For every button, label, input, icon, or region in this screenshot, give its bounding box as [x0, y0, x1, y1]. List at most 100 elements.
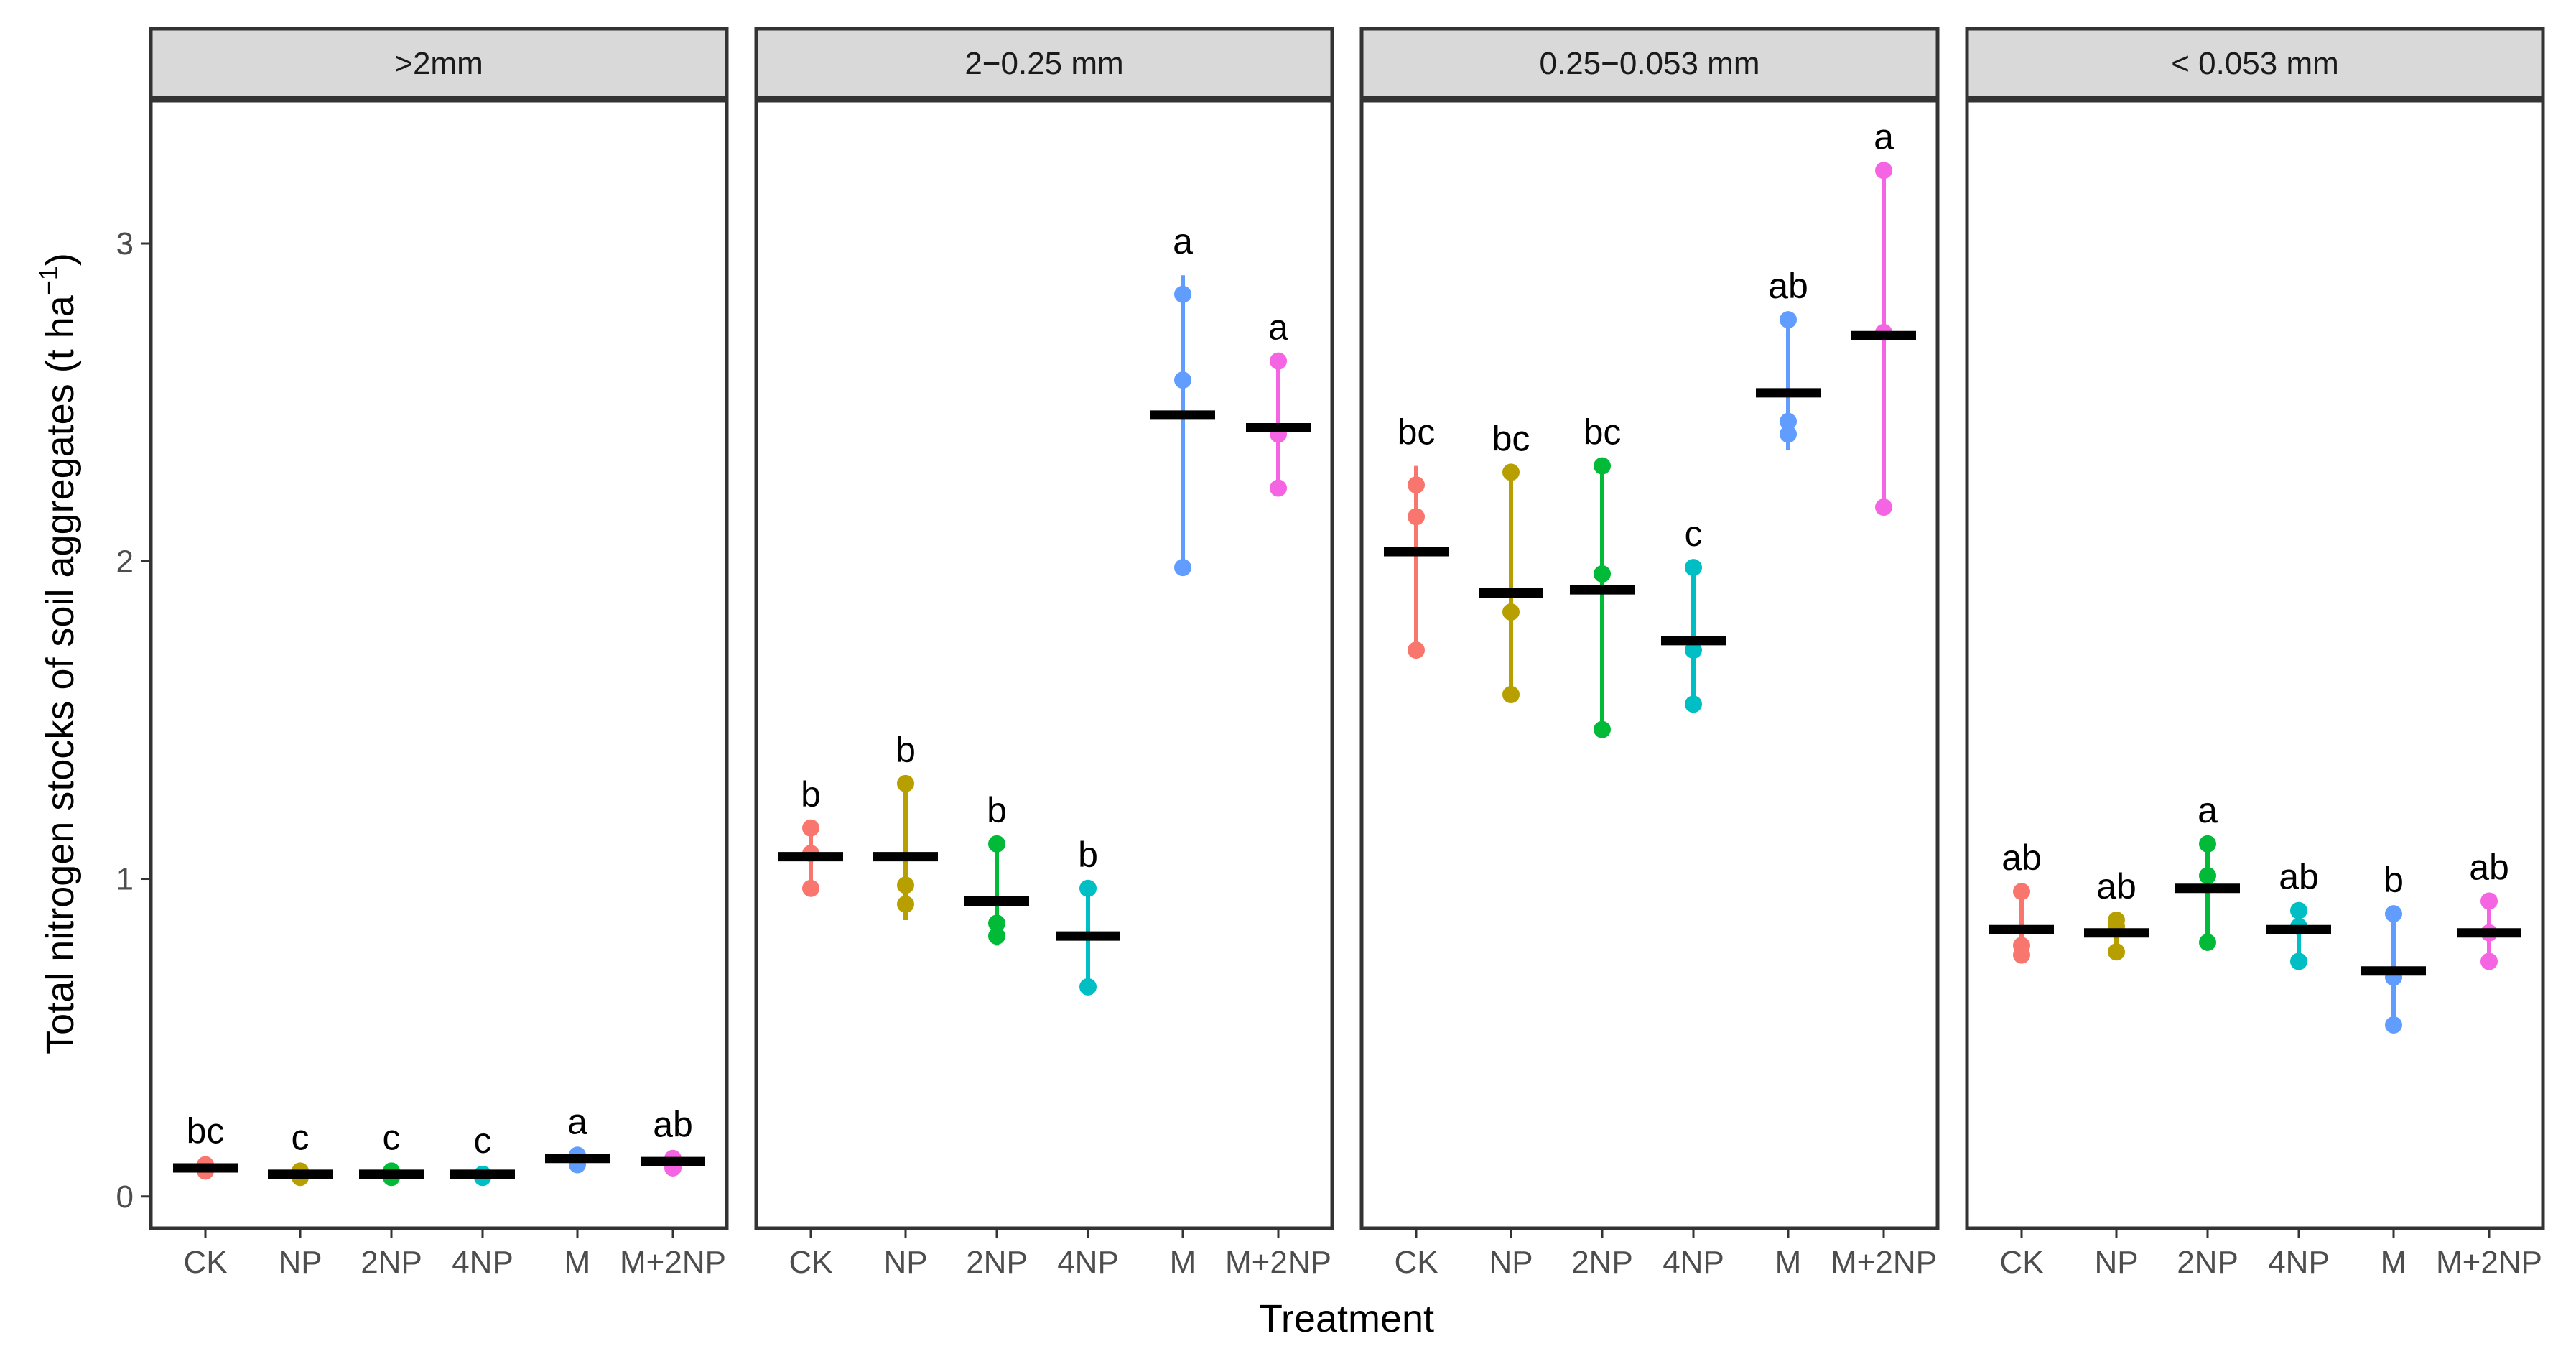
- facet-strip-label: < 0.053 mm: [2171, 46, 2339, 81]
- x-tick-label: CK: [183, 1245, 227, 1280]
- data-point: [1594, 565, 1611, 583]
- significance-label: bc: [1584, 412, 1622, 453]
- y-axis-title-superscript: −1: [34, 266, 63, 295]
- data-point: [897, 774, 914, 792]
- y-axis-title-main: Total nitrogen stocks of soil aggregates…: [39, 294, 82, 1054]
- data-point: [1685, 641, 1702, 659]
- significance-label: bc: [1398, 412, 1436, 453]
- panel-frame: [754, 98, 1334, 1230]
- x-tick-label: 4NP: [2268, 1245, 2330, 1280]
- data-point: [1502, 603, 1520, 621]
- significance-label: ab: [2001, 838, 2042, 878]
- significance-label: a: [2198, 790, 2218, 830]
- x-tick-label: M: [1170, 1245, 1196, 1280]
- data-point: [988, 927, 1005, 945]
- y-tick-label: 3: [116, 226, 134, 261]
- significance-label: a: [1874, 116, 1894, 157]
- y-axis-title: Total nitrogen stocks of soil aggregates…: [34, 253, 82, 1054]
- significance-label: ab: [1768, 266, 1808, 306]
- data-point: [1594, 720, 1611, 738]
- x-tick-label: 2NP: [966, 1245, 1028, 1280]
- x-tick-label: CK: [789, 1245, 832, 1280]
- panel-4: < 0.053 mm CK ab NP ab 2NP a 4NP ab Mb M+2NP ab: [1965, 27, 2545, 1280]
- significance-label: bc: [1492, 418, 1530, 458]
- data-point: [1780, 311, 1797, 329]
- facet-strip-label: >2mm: [394, 46, 483, 81]
- data-point: [988, 835, 1005, 853]
- significance-label: a: [567, 1101, 587, 1141]
- data-point: [1685, 559, 1702, 577]
- data-point: [2385, 1016, 2402, 1034]
- x-tick-label: NP: [883, 1245, 927, 1280]
- significance-label: a: [1268, 307, 1288, 348]
- data-point: [1594, 457, 1611, 475]
- significance-label: ab: [2469, 847, 2509, 887]
- significance-label: b: [2384, 860, 2404, 900]
- data-point: [2290, 901, 2307, 919]
- data-point: [1408, 508, 1425, 526]
- data-point: [1780, 425, 1797, 443]
- x-tick-label: M+2NP: [1831, 1245, 1937, 1280]
- x-tick-label: 4NP: [1057, 1245, 1119, 1280]
- panel-frame: [149, 98, 729, 1230]
- data-point: [1408, 641, 1425, 659]
- significance-label: c: [474, 1121, 492, 1161]
- x-tick-label: M+2NP: [2436, 1245, 2542, 1280]
- data-point: [2199, 867, 2216, 885]
- data-point: [988, 914, 1005, 932]
- x-tick-label: NP: [278, 1245, 322, 1280]
- significance-label: c: [1685, 514, 1703, 554]
- data-point: [2385, 905, 2402, 923]
- data-point: [2108, 943, 2125, 961]
- data-point: [1174, 559, 1191, 577]
- panel-frame: [1359, 98, 1940, 1230]
- significance-label: b: [801, 774, 821, 815]
- data-point: [1780, 412, 1797, 430]
- x-axis-title: Treatment: [1259, 1297, 1434, 1340]
- panel-1: >2mm CK bc NP c 2NP c 4NP c Ma M+2NP ab: [149, 27, 729, 1280]
- y-tick-label: 0: [116, 1179, 134, 1215]
- significance-label: ab: [2096, 866, 2136, 906]
- x-tick-label: 4NP: [1663, 1245, 1724, 1280]
- data-point: [1685, 695, 1702, 713]
- data-point: [897, 876, 914, 894]
- facet-strip-label: 0.25−0.053 mm: [1540, 46, 1760, 81]
- x-tick-label: M+2NP: [1225, 1245, 1331, 1280]
- data-point: [1270, 352, 1287, 370]
- data-point: [1174, 285, 1191, 303]
- x-tick-label: CK: [1394, 1245, 1438, 1280]
- x-tick-label: M: [2381, 1245, 2407, 1280]
- facet-strip: [754, 27, 1334, 100]
- data-point: [1875, 498, 1892, 516]
- x-tick-label: 2NP: [1571, 1245, 1633, 1280]
- data-point: [2480, 952, 2498, 970]
- data-point: [1875, 162, 1892, 180]
- significance-label: bc: [187, 1111, 225, 1151]
- x-tick-label: 2NP: [361, 1245, 422, 1280]
- facet-strip: [149, 27, 729, 100]
- y-axis: 0 1 2 3: [116, 226, 151, 1215]
- data-point: [1408, 476, 1425, 494]
- x-tick-label: NP: [2094, 1245, 2138, 1280]
- x-tick-label: M+2NP: [620, 1245, 726, 1280]
- significance-label: a: [1173, 221, 1193, 261]
- data-point: [2290, 952, 2307, 970]
- significance-label: b: [896, 730, 916, 770]
- y-tick-label: 1: [116, 862, 134, 897]
- data-point: [1174, 371, 1191, 389]
- x-tick-label: 2NP: [2177, 1245, 2238, 1280]
- facet-strip: [1359, 27, 1940, 100]
- significance-label: ab: [2279, 857, 2319, 897]
- data-point: [2480, 892, 2498, 910]
- panel-3: 0.25−0.053 mm CK bc NP bc 2NP bc 4NP c Mab M+2NP a: [1359, 27, 1940, 1280]
- y-tick-label: 2: [116, 544, 134, 579]
- data-point: [2013, 883, 2030, 901]
- x-tick-label: 4NP: [452, 1245, 513, 1280]
- x-tick-label: CK: [1999, 1245, 2043, 1280]
- data-point: [897, 895, 914, 913]
- data-point: [2013, 946, 2030, 964]
- panel-2: 2−0.25 mm CK b NP b 2NP b 4NP b Ma M+2NP a: [754, 27, 1334, 1280]
- data-point: [1502, 463, 1520, 481]
- data-point: [2199, 933, 2216, 951]
